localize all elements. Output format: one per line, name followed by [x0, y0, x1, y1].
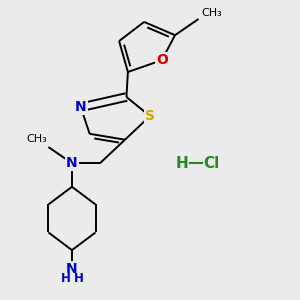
Text: Cl: Cl	[203, 156, 219, 171]
Text: S: S	[145, 109, 155, 123]
Text: CH₃: CH₃	[26, 134, 47, 144]
Text: N: N	[66, 156, 78, 170]
Text: O: O	[156, 53, 168, 67]
Text: H: H	[176, 156, 188, 171]
Text: H: H	[61, 272, 70, 286]
Text: N: N	[66, 262, 78, 276]
Text: H: H	[74, 272, 83, 286]
Text: CH₃: CH₃	[202, 8, 222, 17]
Text: N: N	[75, 100, 87, 114]
